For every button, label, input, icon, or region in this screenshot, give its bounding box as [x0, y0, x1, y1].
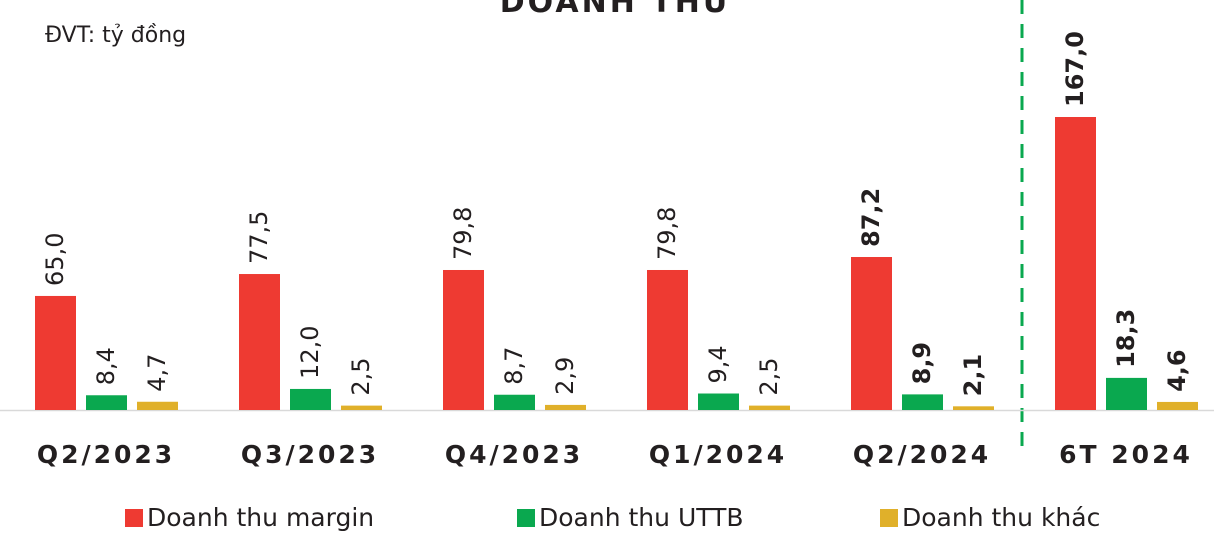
- value-label: 18,3: [1112, 309, 1140, 368]
- bar: [494, 394, 535, 410]
- bar: [902, 394, 943, 410]
- value-label: 4,7: [143, 354, 171, 392]
- legend-swatch: [880, 509, 898, 527]
- legend-swatch: [517, 509, 535, 527]
- bar: [1055, 117, 1096, 410]
- value-label: 79,8: [449, 207, 477, 260]
- x-tick-label: Q2/2024: [853, 440, 991, 469]
- bar: [239, 274, 280, 410]
- value-label: 8,9: [908, 342, 936, 385]
- x-tick-label: 6T 2024: [1059, 440, 1193, 469]
- legend-label: Doanh thu UTTB: [539, 503, 744, 532]
- bar: [35, 295, 76, 410]
- value-label: 9,4: [704, 345, 732, 383]
- legend-swatch: [125, 509, 143, 527]
- bar: [749, 405, 790, 410]
- bar: [290, 388, 331, 410]
- legend-label: Doanh thu khác: [902, 503, 1100, 532]
- x-tick-label: Q3/2023: [241, 440, 379, 469]
- value-label: 2,9: [551, 357, 579, 395]
- value-label: 79,8: [653, 207, 681, 260]
- value-label: 2,5: [347, 357, 375, 395]
- bar: [647, 269, 688, 410]
- chart-subtitle: ĐVT: tỷ đồng: [45, 23, 186, 48]
- bar: [341, 405, 382, 410]
- chart-title: DOANH THU: [500, 0, 730, 20]
- bar: [953, 406, 994, 410]
- bar: [137, 401, 178, 410]
- value-label: 77,5: [245, 211, 273, 264]
- value-label: 65,0: [41, 233, 69, 286]
- x-tick-label: Q2/2023: [37, 440, 175, 469]
- value-label: 8,7: [500, 347, 528, 385]
- bar: [1106, 377, 1147, 410]
- x-tick-label: Q1/2024: [649, 440, 787, 469]
- bar: [698, 393, 739, 410]
- value-label: 167,0: [1061, 31, 1089, 107]
- value-label: 2,5: [755, 357, 783, 395]
- x-tick-label: Q4/2023: [445, 440, 583, 469]
- bar: [86, 395, 127, 410]
- bar: [443, 269, 484, 410]
- legend-label: Doanh thu margin: [147, 503, 374, 532]
- value-label: 8,4: [92, 347, 120, 385]
- value-label: 2,1: [959, 354, 987, 397]
- value-label: 4,6: [1163, 349, 1191, 392]
- value-label: 12,0: [296, 326, 324, 379]
- value-label: 87,2: [857, 188, 885, 247]
- bar: [851, 257, 892, 410]
- bar: [545, 404, 586, 410]
- bar: [1157, 401, 1198, 410]
